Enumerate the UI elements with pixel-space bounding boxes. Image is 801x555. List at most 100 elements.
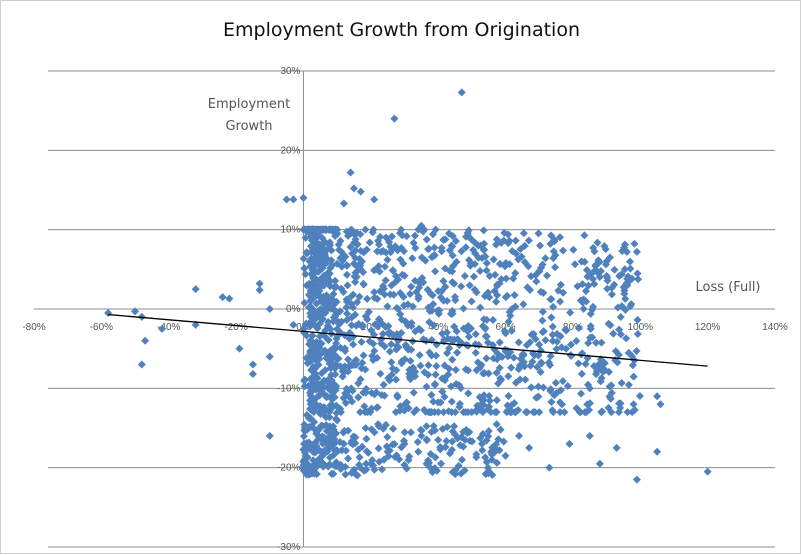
x-tick-label: -60% [90,322,113,333]
data-point [598,407,607,416]
data-point [384,452,393,461]
data-point [316,245,325,254]
data-point [322,427,331,436]
data-point [562,344,571,353]
data-point [443,422,452,431]
data-point [306,262,315,271]
data-point [491,270,500,279]
data-point [301,270,310,279]
data-point [336,343,345,352]
data-point [526,361,535,370]
data-point [381,322,390,331]
data-point [574,359,583,368]
data-point [391,375,400,384]
data-point [312,281,321,290]
data-point [331,276,340,285]
data-point [504,317,513,326]
data-point [539,383,548,392]
data-point [362,245,371,254]
data-point [422,382,431,391]
data-point [481,453,490,462]
data-point [429,251,438,260]
data-point [492,440,501,449]
data-point [321,366,330,375]
data-point [312,311,321,320]
data-point [634,275,643,284]
data-point [416,425,425,434]
data-point [349,184,358,193]
data-point [405,369,414,378]
data-point [255,285,264,294]
data-point [495,446,504,455]
data-point [607,290,616,299]
data-point [385,328,394,337]
data-point [511,236,520,245]
data-point [566,340,575,349]
data-point [347,436,356,445]
data-point [411,244,420,253]
data-point [311,448,320,457]
data-point [431,225,440,234]
data-point [315,434,324,443]
data-point [348,303,357,312]
data-point [431,453,440,462]
data-point [382,442,391,451]
data-point [457,247,466,256]
data-point [623,408,632,417]
data-point [482,266,491,275]
data-point [467,297,476,306]
data-point [579,295,588,304]
data-point [572,404,581,413]
data-point [626,264,635,273]
data-point [632,346,641,355]
data-point [448,427,457,436]
data-point [482,315,491,324]
data-point [308,331,317,340]
data-point [472,405,481,414]
data-point [321,347,330,356]
data-point [333,325,342,334]
data-point [485,396,494,405]
data-point [483,338,492,347]
data-point [434,435,443,444]
data-point [417,253,426,262]
data-point [332,409,341,418]
data-point [381,248,390,257]
data-point [595,363,604,372]
data-point [448,468,457,477]
data-point [452,257,461,266]
data-point [394,304,403,313]
x-axis-annotation: Loss (Full) [695,280,760,295]
data-point [365,238,374,247]
data-point [502,274,511,283]
data-point [370,288,379,297]
data-point [518,350,527,359]
data-point [453,434,462,443]
data-point [501,293,510,302]
data-point [538,316,547,325]
data-point [391,242,400,251]
data-point [591,266,600,275]
data-point [356,187,365,196]
data-point [418,274,427,283]
data-point [351,278,360,287]
data-point [325,453,334,462]
chart-title: Employment Growth from Origination [223,19,580,41]
data-point [309,397,318,406]
data-point [460,272,469,281]
data-point [340,362,349,371]
data-point [605,382,614,391]
data-point [509,274,518,283]
data-point [389,266,398,275]
data-point [381,420,390,429]
y-tick-label: 30% [280,66,300,77]
data-point [365,337,374,346]
data-point [362,434,371,443]
data-point [387,340,396,349]
data-point [586,399,595,408]
data-point [319,225,328,234]
data-point [381,276,390,285]
data-point [479,226,488,235]
data-point [397,443,406,452]
